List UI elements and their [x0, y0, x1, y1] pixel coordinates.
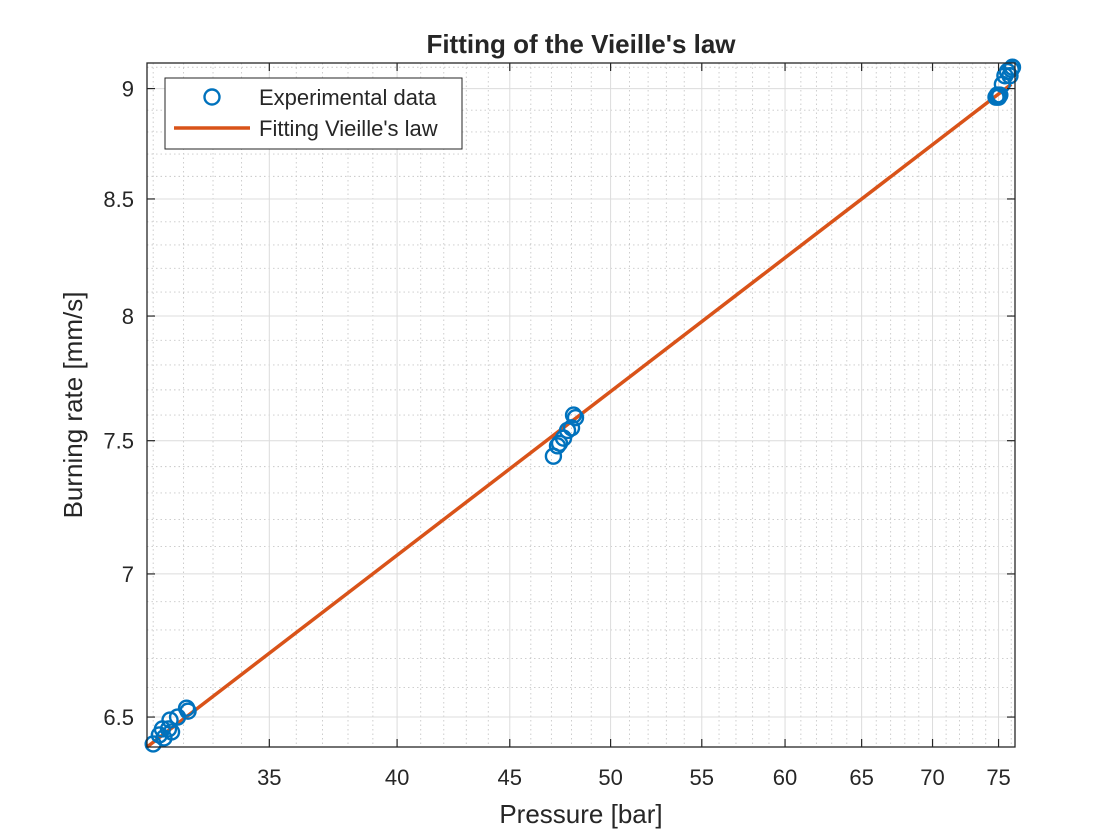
y-tick-label: 9 [122, 77, 134, 102]
y-tick-label: 6.5 [103, 705, 134, 730]
data-point [991, 86, 1009, 104]
data-point [1003, 58, 1022, 76]
x-tick-label: 55 [690, 765, 714, 790]
y-axis-label: Burning rate [mm/s] [58, 292, 88, 519]
legend-marker-experimental [203, 88, 221, 106]
x-tick-label: 75 [986, 765, 1010, 790]
data-point [179, 702, 197, 720]
data-point [162, 723, 181, 741]
data-point [161, 711, 179, 729]
data-point [562, 419, 581, 437]
x-tick-label: 60 [773, 765, 797, 790]
legend-label-fit: Fitting Vieille's law [259, 116, 438, 141]
data-points-layer [144, 58, 1022, 753]
plot-area [147, 63, 1015, 747]
data-point [1001, 67, 1019, 85]
x-tick-labels: 35 40 45 50 55 60 65 70 75 [257, 765, 1011, 790]
data-point [564, 406, 583, 424]
x-tick-label: 70 [920, 765, 944, 790]
chart-title: Fitting of the Vieille's law [426, 29, 736, 59]
legend: Experimental data Fitting Vieille's law [164, 77, 463, 150]
data-point [550, 434, 569, 452]
y-tick-label: 8 [122, 304, 134, 329]
legend-label-experimental: Experimental data [259, 85, 437, 110]
minor-grid [147, 63, 1015, 747]
fit-line [145, 82, 1013, 749]
x-axis-label: Pressure [bar] [499, 799, 662, 829]
y-tick-label: 7.5 [103, 429, 134, 454]
fit-line-layer [145, 82, 1013, 749]
x-tick-label: 45 [498, 765, 522, 790]
tick-marks [147, 63, 1015, 747]
x-tick-label: 35 [257, 765, 281, 790]
data-point [159, 720, 178, 738]
plot-frame [146, 62, 1016, 748]
y-tick-label: 8.5 [103, 187, 134, 212]
data-point [566, 408, 585, 427]
x-tick-label: 65 [849, 765, 873, 790]
x-tick-label: 40 [385, 765, 409, 790]
y-tick-labels: 6.5 7 7.5 8 8.5 9 [103, 77, 134, 730]
y-tick-label: 7 [122, 562, 134, 587]
x-tick-label: 50 [598, 765, 622, 790]
